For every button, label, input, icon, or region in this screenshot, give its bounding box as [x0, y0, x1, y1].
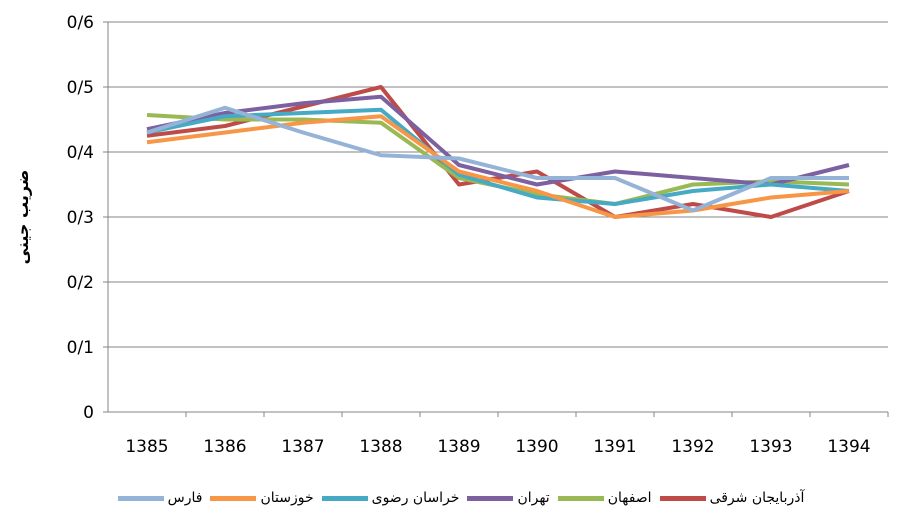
- chart: ضریب جینی 0 0/1 0/2 0/3 0/4 0/5 0/6 1385 1386 138…: [13, 13, 889, 457]
- x-tick-label: 1387: [281, 437, 324, 457]
- x-tick-label: 1390: [515, 437, 558, 457]
- legend-label: تهران: [517, 490, 550, 506]
- legend-item: اصفهان: [557, 490, 652, 506]
- legend-swatch: [321, 495, 368, 501]
- y-axis-title: ضریب جینی: [13, 170, 32, 265]
- series-line: [146, 94, 850, 187]
- y-tick-label: 0: [83, 403, 94, 423]
- y-tick-label: 0/5: [67, 78, 94, 98]
- series-line: [146, 105, 849, 213]
- legend-swatch: [467, 495, 514, 501]
- y-tick-label: 0/3: [67, 208, 94, 228]
- legend-swatch: [117, 495, 164, 501]
- x-tick-label: 1394: [827, 437, 870, 457]
- legend-label: آذربایجان شرقی: [709, 490, 805, 506]
- y-tick-label: 0/1: [67, 338, 94, 358]
- series-line: [146, 114, 850, 219]
- x-tick-label: 1389: [437, 437, 480, 457]
- x-tick-label: 1392: [671, 437, 714, 457]
- legend-item: تهران: [467, 490, 550, 506]
- series-line: [146, 107, 850, 206]
- legend-label: فارس: [167, 490, 203, 506]
- y-tick-label: 0/6: [67, 13, 94, 33]
- x-tick-label: 1391: [593, 437, 636, 457]
- legend-label: اصفهان: [607, 490, 652, 506]
- legend-swatch: [210, 495, 257, 501]
- legend-swatch: [557, 495, 604, 501]
- legend-item: خوزستان: [210, 490, 314, 506]
- y-tick-label: 0/4: [67, 143, 94, 163]
- legend-swatch: [659, 495, 706, 501]
- x-tick-label: 1388: [359, 437, 402, 457]
- legend: آذربایجان شرقی اصفهان تهران خراسان رضوی خوزس…: [0, 490, 922, 506]
- legend-item: فارس: [117, 490, 203, 506]
- legend-label: خوزستان: [260, 490, 314, 506]
- legend-item: خراسان رضوی: [321, 490, 460, 506]
- y-tick-label: 0/2: [67, 273, 94, 293]
- legend-item: آذربایجان شرقی: [659, 490, 805, 506]
- legend-label: خراسان رضوی: [371, 490, 460, 506]
- x-tick-label: 1385: [125, 437, 168, 457]
- x-tick-label: 1386: [203, 437, 246, 457]
- x-tick-label: 1393: [749, 437, 792, 457]
